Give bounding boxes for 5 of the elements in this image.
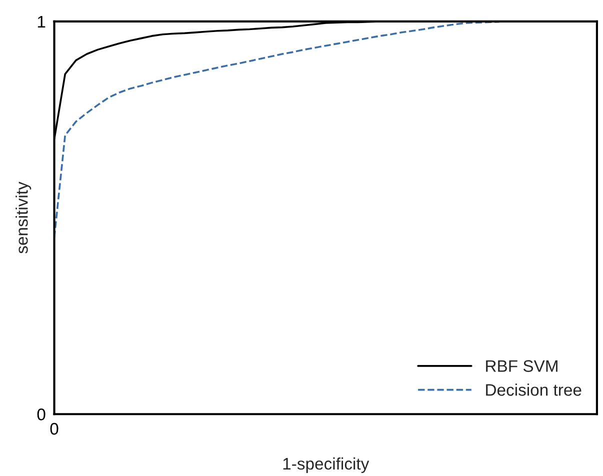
legend-label: RBF SVM xyxy=(486,360,558,372)
legend-label: Decision tree xyxy=(486,384,582,396)
x-axis-title: 1-specificity xyxy=(283,457,370,473)
y-axis-title: sensitivity xyxy=(16,182,32,254)
y-tick-label: 1 xyxy=(38,16,46,28)
